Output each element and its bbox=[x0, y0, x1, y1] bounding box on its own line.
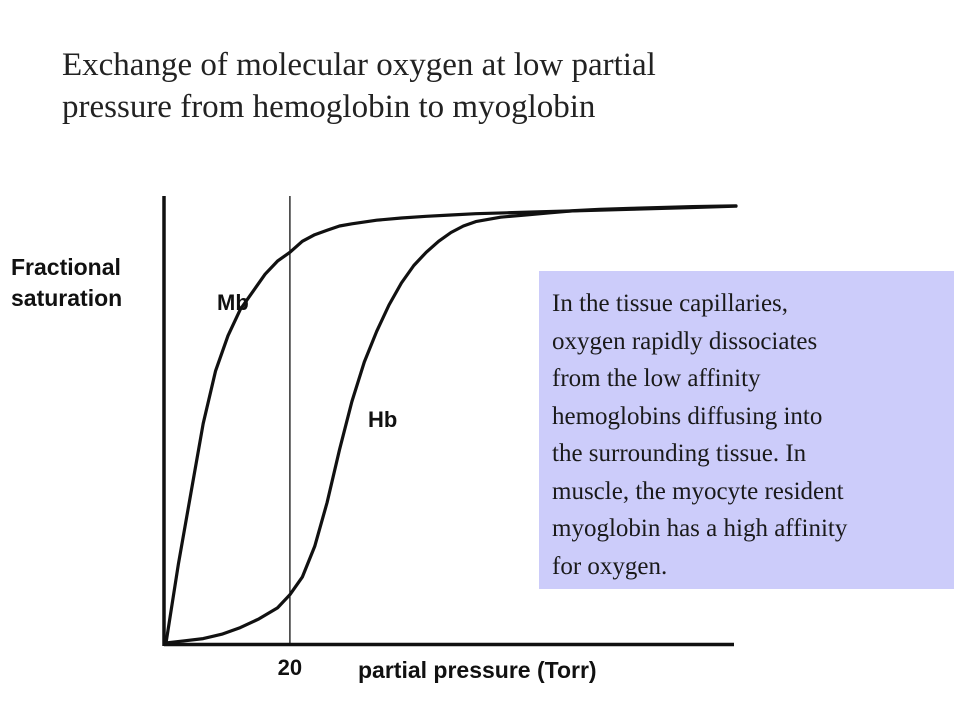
info-line-2: oxygen rapidly dissociates bbox=[552, 327, 818, 355]
y-axis-label-line-1: Fractional bbox=[11, 254, 121, 280]
y-axis-label-line-2: saturation bbox=[11, 285, 122, 311]
info-line-8: for oxygen. bbox=[552, 552, 668, 580]
info-line-1: In the tissue capillaries, bbox=[552, 290, 789, 317]
x-tick-label-20: 20 bbox=[278, 655, 302, 680]
slide-title-line-2: pressure from hemoglobin to myoglobin bbox=[62, 89, 596, 125]
info-line-5: the surrounding tissue. In bbox=[552, 440, 807, 467]
slide-title-line-1: Exchange of molecular oxygen at low part… bbox=[62, 47, 656, 83]
slide-title: Exchange of molecular oxygen at low part… bbox=[62, 44, 842, 128]
info-box: In the tissue capillaries, oxygen rapidl… bbox=[539, 271, 954, 589]
info-line-4: hemoglobins diffusing into bbox=[552, 402, 823, 430]
x-axis-label: partial pressure (Torr) bbox=[358, 657, 597, 683]
mb-label: Mb bbox=[217, 290, 249, 315]
info-line-6: muscle, the myocyte resident bbox=[552, 477, 844, 505]
hb-label: Hb bbox=[368, 407, 397, 432]
info-line-3: from the low affinity bbox=[552, 365, 761, 392]
hb-curve bbox=[164, 204, 738, 645]
info-line-7: myoglobin has a high affinity bbox=[552, 515, 848, 542]
